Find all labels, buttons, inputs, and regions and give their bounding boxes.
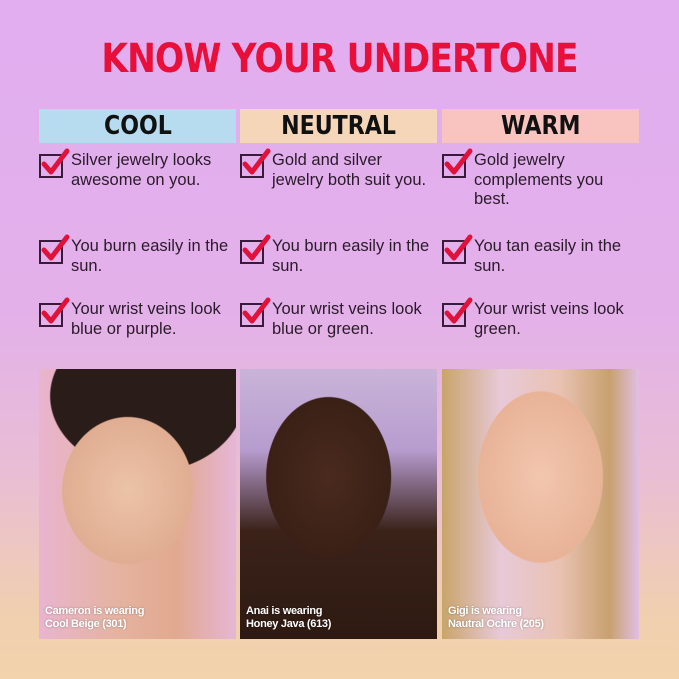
checked-checkbox-icon [39,297,70,327]
checked-checkbox-icon [240,234,271,264]
model-photo: Gigi is wearing Nautral Ochre (205) [442,369,639,639]
checklist-item: Your wrist veins look green. [442,297,639,339]
checklist-item: You burn easily in the sun. [39,234,236,276]
page-title: KNOW YOUR UNDERTONE [101,36,578,82]
checked-checkbox-icon [442,148,473,178]
checklist-item: Gold and silver jewelry both suit you. [240,148,437,190]
photo-caption: Gigi is wearing Nautral Ochre (205) [448,605,544,630]
checklist-item: Silver jewelry looks awesome on you. [39,148,236,190]
column-cool: COOL Silver jewelry looks awesome on you… [39,109,236,338]
column-header: WARM [442,109,639,143]
model-photo: Cameron is wearing Cool Beige (301) [39,369,236,639]
checked-checkbox-icon [442,297,473,327]
checklist-item: Gold jewelry complements you best. [442,148,639,210]
photo-caption: Cameron is wearing Cool Beige (301) [45,605,145,630]
checklist-item: You burn easily in the sun. [240,234,437,276]
checklist-item: Your wrist veins look blue or green. [240,297,437,339]
checked-checkbox-icon [442,234,473,264]
column-header: COOL [39,109,236,143]
photo-caption: Anai is wearing Honey Java (613) [246,605,332,630]
model-photo: Anai is wearing Honey Java (613) [240,369,437,639]
checklist-item: Your wrist veins look blue or purple. [39,297,236,339]
checked-checkbox-icon [240,297,271,327]
column-header: NEUTRAL [240,109,437,143]
column-neutral: NEUTRAL Gold and silver jewelry both sui… [240,109,437,338]
checked-checkbox-icon [39,148,70,178]
checked-checkbox-icon [39,234,70,264]
checked-checkbox-icon [240,148,271,178]
column-warm: WARM Gold jewelry complements you best. … [442,109,639,338]
checklist-item: You tan easily in the sun. [442,234,639,276]
